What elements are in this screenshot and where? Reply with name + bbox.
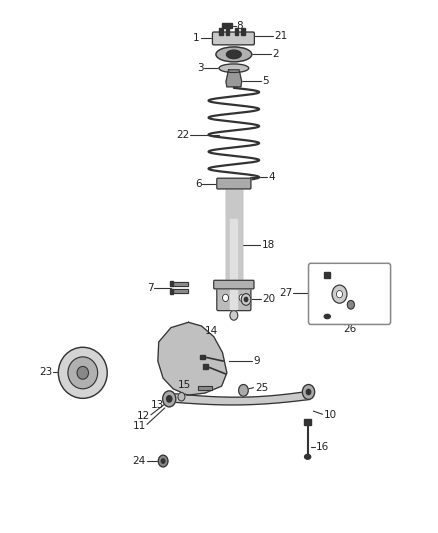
Circle shape — [158, 455, 168, 467]
Text: 24: 24 — [132, 456, 146, 466]
Bar — [241, 28, 245, 35]
Text: 12: 12 — [137, 411, 150, 422]
Bar — [235, 28, 238, 35]
Circle shape — [336, 290, 343, 298]
Bar — [226, 28, 230, 35]
Circle shape — [347, 301, 354, 309]
Bar — [200, 355, 205, 359]
Circle shape — [244, 297, 248, 302]
Bar — [172, 289, 188, 293]
Polygon shape — [226, 70, 242, 87]
Polygon shape — [226, 188, 242, 309]
Text: 22: 22 — [176, 130, 189, 140]
Ellipse shape — [178, 392, 185, 401]
Text: 6: 6 — [195, 179, 201, 189]
Bar — [172, 282, 188, 286]
Ellipse shape — [162, 391, 176, 407]
Text: 14: 14 — [205, 326, 218, 336]
FancyBboxPatch shape — [217, 285, 251, 311]
Text: 21: 21 — [274, 31, 287, 41]
Text: 13: 13 — [151, 400, 164, 410]
Bar — [203, 365, 208, 368]
Text: 20: 20 — [263, 294, 276, 304]
Text: 18: 18 — [262, 240, 275, 250]
Ellipse shape — [68, 357, 98, 389]
Ellipse shape — [166, 395, 172, 402]
FancyBboxPatch shape — [212, 32, 254, 45]
Bar — [304, 418, 311, 425]
Bar — [219, 28, 223, 35]
Text: 16: 16 — [316, 442, 329, 452]
Bar — [170, 289, 173, 294]
Ellipse shape — [239, 384, 248, 396]
Bar — [198, 385, 212, 390]
Circle shape — [241, 294, 251, 305]
Text: 7: 7 — [147, 283, 153, 293]
Text: 27: 27 — [279, 288, 292, 298]
Bar — [223, 23, 232, 28]
FancyBboxPatch shape — [217, 178, 251, 189]
Circle shape — [230, 311, 238, 320]
Circle shape — [239, 294, 245, 302]
Circle shape — [161, 459, 165, 463]
Circle shape — [223, 294, 229, 302]
Text: 23: 23 — [39, 367, 52, 377]
Ellipse shape — [304, 455, 311, 459]
Bar — [172, 282, 188, 286]
Bar — [172, 289, 188, 293]
Ellipse shape — [58, 348, 107, 398]
FancyBboxPatch shape — [308, 263, 391, 325]
Bar — [170, 281, 173, 286]
Text: 8: 8 — [237, 21, 243, 31]
Polygon shape — [165, 391, 312, 405]
Bar — [324, 272, 330, 278]
Text: 11: 11 — [133, 421, 146, 431]
Text: 4: 4 — [269, 172, 276, 182]
Circle shape — [332, 285, 347, 303]
Ellipse shape — [302, 384, 314, 399]
Text: 10: 10 — [324, 410, 337, 421]
Text: 1: 1 — [193, 34, 200, 43]
Ellipse shape — [324, 314, 330, 319]
Polygon shape — [230, 219, 237, 309]
Ellipse shape — [219, 64, 249, 72]
Ellipse shape — [226, 50, 241, 59]
Text: 2: 2 — [272, 50, 279, 59]
Bar — [198, 385, 212, 390]
Text: 9: 9 — [253, 356, 260, 366]
FancyBboxPatch shape — [214, 280, 254, 289]
Text: 3: 3 — [197, 63, 203, 73]
Polygon shape — [158, 322, 227, 395]
Text: 15: 15 — [178, 379, 191, 390]
Text: 26: 26 — [343, 324, 357, 334]
Ellipse shape — [77, 367, 88, 379]
Ellipse shape — [306, 389, 311, 394]
Text: 25: 25 — [255, 383, 268, 393]
Text: 5: 5 — [263, 77, 269, 86]
Ellipse shape — [216, 47, 252, 62]
